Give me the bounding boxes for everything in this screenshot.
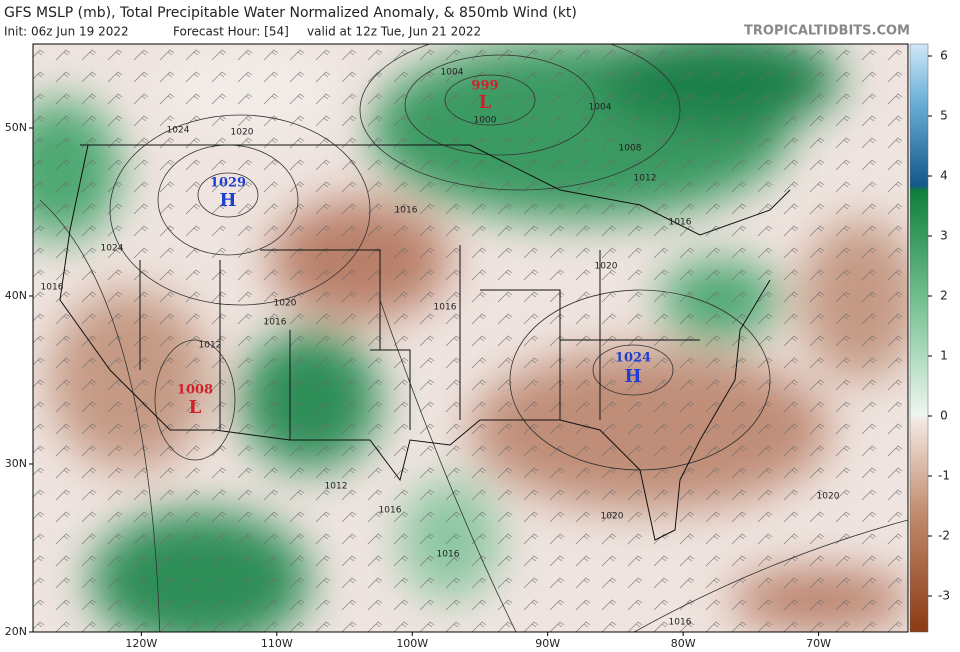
- isobar-label: 1008: [619, 144, 642, 154]
- y-tick-label: 50N: [5, 121, 27, 134]
- colorbar-tick-label: 0: [940, 409, 948, 423]
- isobar-label: 1024: [101, 244, 124, 254]
- isobar-label: 1020: [595, 262, 618, 272]
- isobar-label: 1024: [167, 126, 190, 136]
- isobars: [39, 44, 908, 632]
- center-kind: L: [479, 92, 492, 113]
- x-tick-label: 90W: [535, 637, 560, 650]
- x-tick-label: 100W: [396, 637, 428, 650]
- isobar-label: 1016: [669, 218, 692, 228]
- center-kind: L: [189, 397, 202, 418]
- colorbar-tick-label: 2: [940, 289, 948, 303]
- init: Init: 06z Jun 19 2022: [4, 25, 129, 39]
- isobar-label: 1016: [434, 303, 457, 313]
- center-kind: H: [219, 190, 236, 211]
- valid-time: valid at 12z Tue, Jun 21 2022: [307, 25, 481, 39]
- brand: TROPICALTIDBITS.COM: [744, 24, 910, 39]
- isobar-label: 1016: [379, 506, 402, 516]
- isobar-label: 1020: [231, 128, 254, 138]
- y-tick-label: 40N: [5, 289, 27, 302]
- boundaries: [59, 144, 791, 541]
- isobar-label: 1004: [589, 103, 612, 113]
- isobar-label: 1016: [395, 206, 418, 216]
- isobar-label: 1012: [199, 341, 222, 351]
- x-tick-label: 110W: [261, 637, 293, 650]
- colorbar: [909, 43, 929, 633]
- x-tick-label: 80W: [671, 637, 696, 650]
- isobar-label: 1016: [437, 550, 460, 560]
- forecast-hour: Forecast Hour: [54]: [173, 25, 289, 39]
- isobar-label: 1020: [601, 512, 624, 522]
- colorbar-tick-label: 3: [940, 229, 948, 243]
- colorbar-tick-label: -3: [938, 589, 950, 603]
- map-frame: [32, 43, 909, 633]
- isobar-label: 1000: [474, 116, 497, 126]
- center-kind: H: [624, 366, 641, 387]
- colorbar-tick-label: 4: [940, 169, 948, 183]
- title: GFS MSLP (mb), Total Precipitable Water …: [4, 5, 577, 21]
- center-value: 999: [471, 79, 498, 94]
- y-tick-label: 30N: [5, 457, 27, 470]
- isobar-label: 1020: [274, 299, 297, 309]
- isobar-label: 1012: [634, 174, 657, 184]
- center-value: 1008: [177, 383, 213, 398]
- center-value: 1024: [615, 351, 651, 366]
- x-tick-label: 70W: [806, 637, 831, 650]
- colorbar-tick-label: -1: [938, 469, 950, 483]
- colorbar-tick-label: 5: [940, 109, 948, 123]
- isobar-label: 1012: [325, 482, 348, 492]
- y-tick-label: 20N: [5, 625, 27, 638]
- isobar-label: 1016: [264, 318, 287, 328]
- isobar-label: 1020: [817, 492, 840, 502]
- colorbar-tick-label: 1: [940, 349, 948, 363]
- colorbar-tick-label: -2: [938, 529, 950, 543]
- isobar-label: 1016: [41, 283, 64, 293]
- center-value: 1029: [210, 176, 246, 191]
- map: 1004 1000 1004 1008 1012 1016 1020 1024 1024 1016…: [33, 44, 908, 632]
- isobar-label: 1016: [669, 618, 692, 628]
- isobar-label: 1004: [441, 68, 464, 78]
- x-tick-label: 120W: [125, 637, 157, 650]
- colorbar-tick-label: 6: [940, 49, 948, 63]
